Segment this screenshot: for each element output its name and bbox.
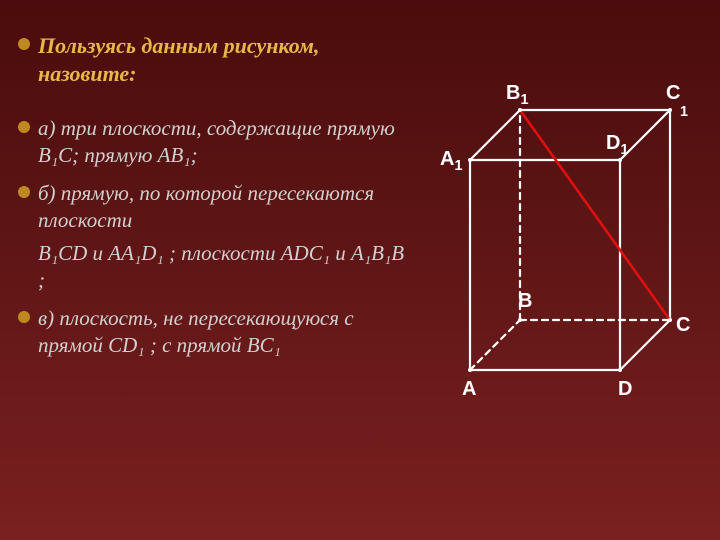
- vertex-label-B1: B1: [506, 82, 528, 108]
- bullet-icon: [18, 38, 30, 50]
- vertex-label-C1: C1: [666, 82, 680, 128]
- cube-svg: [440, 80, 700, 420]
- cube-figure: B1 C1 A1 D1 B C A D: [440, 80, 700, 420]
- vertex-label-D1: D1: [606, 132, 628, 158]
- bullet-icon: [18, 186, 30, 198]
- item-b: б) прямую, по которой пересекаются плоск…: [38, 180, 408, 235]
- vertex-label-D: D: [618, 378, 632, 401]
- bullet-icon: [18, 121, 30, 133]
- item-c-text: в) плоскость, не пересекающуюся с прямой…: [38, 306, 354, 357]
- heading-text: Пользуясь данным рисунком, назовите:: [38, 33, 319, 86]
- slide-heading: Пользуясь данным рисунком, назовите:: [38, 32, 408, 87]
- vertex-label-A: A: [462, 378, 476, 401]
- vertex-label-A1: A1: [440, 148, 462, 174]
- item-a-text: а) три плоскости, содержащие прямую В₁С;…: [38, 116, 395, 167]
- bullet-icon: [18, 311, 30, 323]
- item-c: в) плоскость, не пересекающуюся с прямой…: [38, 305, 408, 360]
- item-b-text: б) прямую, по которой пересекаются плоск…: [38, 181, 374, 232]
- item-b2-text: В₁СD и АА₁D₁ ; плоскости АDС₁ и А₁В₁В ;: [38, 241, 404, 292]
- vertex-label-B: B: [518, 290, 532, 313]
- item-b2: В₁СD и АА₁D₁ ; плоскости АDС₁ и А₁В₁В ;: [38, 240, 408, 295]
- vertex-label-C: C: [676, 314, 690, 337]
- item-a: а) три плоскости, содержащие прямую В₁С;…: [38, 115, 408, 170]
